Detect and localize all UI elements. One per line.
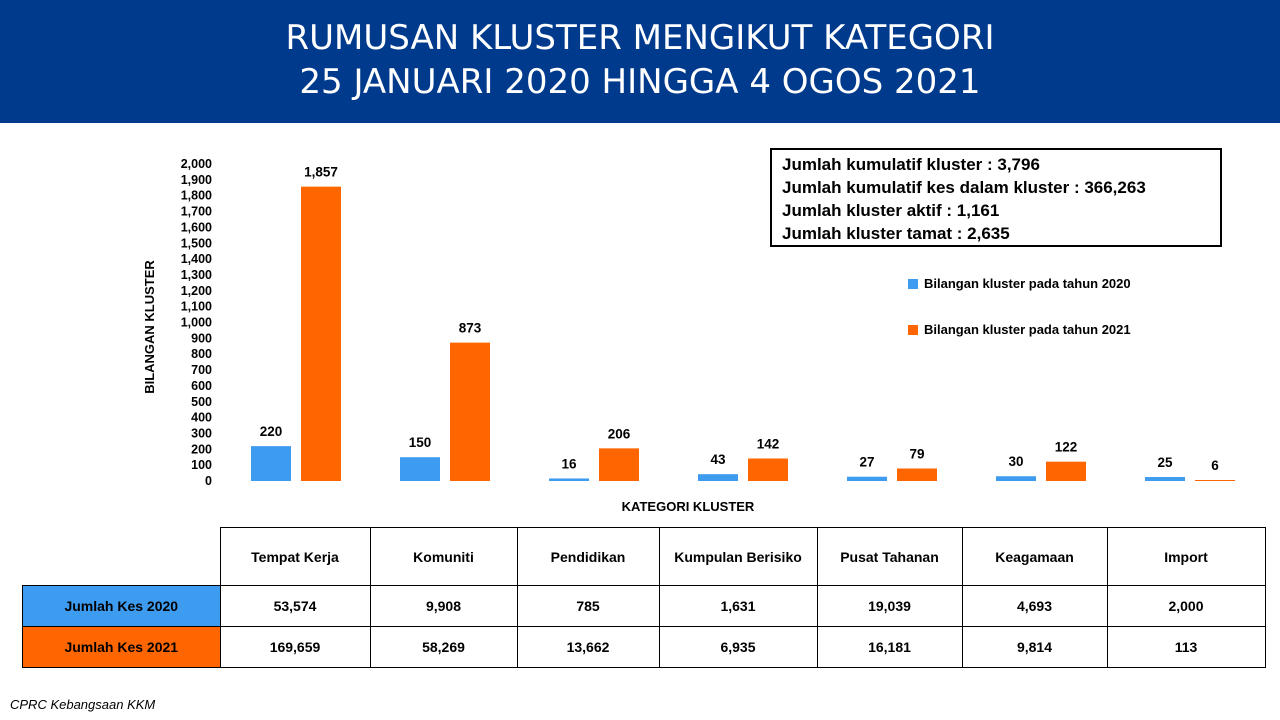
table-cell: 785 — [516, 585, 660, 627]
table-cell: 2,000 — [1106, 585, 1266, 627]
table-cell: 113 — [1106, 626, 1266, 668]
y-tick-label: 1,800 — [181, 189, 212, 203]
summary-cumulative-cases: Jumlah kumulatif kes dalam kluster : 366… — [782, 178, 1146, 197]
bar-2020 — [847, 476, 887, 481]
page-header: RUMUSAN KLUSTER MENGIKUT KATEGORI 25 JAN… — [0, 0, 1280, 123]
y-tick-label: 900 — [191, 331, 212, 345]
footer-credit: CPRC Kebangsaan KKM — [10, 697, 156, 712]
bar-value-label: 150 — [409, 435, 432, 450]
bar-2021 — [897, 468, 937, 481]
y-tick-label: 1,000 — [181, 316, 212, 330]
table-header-cell: Kumpulan Berisiko — [658, 527, 818, 586]
bar-2021 — [1195, 480, 1235, 481]
table-header-cell: Komuniti — [369, 527, 518, 586]
y-tick-label: 1,200 — [181, 284, 212, 298]
page-title-line-2: 25 JANUARI 2020 HINGGA 4 OGOS 2021 — [299, 62, 981, 102]
bar-2021 — [748, 458, 788, 481]
bar-value-label: 43 — [710, 452, 726, 467]
bar-2020 — [251, 446, 291, 481]
bar-2020 — [549, 478, 589, 481]
y-tick-label: 500 — [191, 395, 212, 409]
y-tick-label: 1,600 — [181, 220, 212, 234]
y-tick-label: 600 — [191, 379, 212, 393]
table-cell: 169,659 — [219, 626, 371, 668]
y-tick-label: 1,500 — [181, 236, 212, 250]
table-header-row: Tempat Kerja Komuniti Pendidikan Kumpula… — [23, 527, 1266, 586]
legend-item-2021: Bilangan kluster pada tahun 2021 — [908, 322, 1131, 337]
row-label-2021: Jumlah Kes 2021 — [22, 626, 221, 668]
bar-value-label: 1,857 — [304, 165, 338, 180]
bar-2020 — [1145, 477, 1185, 481]
table-cell: 16,181 — [816, 626, 963, 668]
summary-box: Jumlah kumulatif kluster : 3,796 Jumlah … — [770, 148, 1222, 247]
y-tick-label: 2,000 — [181, 157, 212, 171]
bar-2021 — [450, 342, 490, 481]
bar-value-label: 6 — [1211, 458, 1219, 473]
table-row: Jumlah Kes 2021 169,659 58,269 13,662 6,… — [22, 626, 1266, 668]
bar-value-label: 220 — [260, 424, 283, 439]
summary-ended-clusters: Jumlah kluster tamat : 2,635 — [782, 224, 1010, 243]
bar-value-label: 142 — [757, 436, 780, 451]
row-label-2020: Jumlah Kes 2020 — [22, 585, 221, 627]
y-tick-label: 400 — [191, 411, 212, 425]
table-cell: 13,662 — [516, 626, 660, 668]
bar-value-label: 873 — [459, 321, 482, 336]
y-tick-label: 1,700 — [181, 205, 212, 219]
legend-label-2020: Bilangan kluster pada tahun 2020 — [924, 276, 1131, 291]
bar-value-label: 206 — [608, 426, 631, 441]
bar-2021 — [599, 448, 639, 481]
summary-cumulative-clusters: Jumlah kumulatif kluster : 3,796 — [782, 155, 1040, 174]
table-row: Jumlah Kes 2020 53,574 9,908 785 1,631 1… — [22, 585, 1266, 627]
table-cell: 9,814 — [961, 626, 1108, 668]
bar-value-label: 25 — [1157, 455, 1173, 470]
bar-value-label: 16 — [561, 456, 577, 471]
y-tick-label: 0 — [205, 474, 212, 488]
y-tick-label: 1,100 — [181, 300, 212, 314]
legend-swatch-2021 — [908, 324, 918, 335]
table-cell: 6,935 — [658, 626, 818, 668]
x-axis-label: KATEGORI KLUSTER — [622, 499, 755, 514]
table-cell: 1,631 — [658, 585, 818, 627]
table-cell: 58,269 — [369, 626, 518, 668]
y-axis-label: BILANGAN KLUSTER — [142, 260, 157, 394]
table-header-cell: Import — [1106, 527, 1266, 586]
table-cell: 19,039 — [816, 585, 963, 627]
summary-active-clusters: Jumlah kluster aktif : 1,161 — [782, 201, 1000, 220]
bar-value-label: 122 — [1055, 440, 1078, 455]
bar-value-label: 27 — [859, 455, 874, 470]
y-tick-label: 700 — [191, 363, 212, 377]
y-tick-label: 1,400 — [181, 252, 212, 266]
table-header-cell: Pusat Tahanan — [816, 527, 963, 586]
legend-label-2021: Bilangan kluster pada tahun 2021 — [924, 322, 1131, 337]
bar-2021 — [301, 186, 341, 481]
cases-table: Tempat Kerja Komuniti Pendidikan Kumpula… — [22, 527, 1266, 668]
legend-item-2020: Bilangan kluster pada tahun 2020 — [908, 276, 1131, 291]
y-tick-label: 300 — [191, 426, 212, 440]
table-header-cell: Tempat Kerja — [219, 527, 371, 586]
table-cell: 53,574 — [219, 585, 371, 627]
bar-2020 — [996, 476, 1036, 481]
y-tick-label: 1,300 — [181, 268, 212, 282]
y-tick-label: 1,900 — [181, 173, 212, 187]
bar-2020 — [698, 474, 738, 481]
page-title-line-1: RUMUSAN KLUSTER MENGIKUT KATEGORI — [285, 18, 995, 58]
bar-value-label: 79 — [909, 446, 924, 461]
bar-2021 — [1046, 461, 1086, 481]
table-cell: 4,693 — [961, 585, 1108, 627]
table-cell: 9,908 — [369, 585, 518, 627]
bar-2020 — [400, 457, 440, 481]
table-header-cell: Pendidikan — [516, 527, 660, 586]
bar-value-label: 30 — [1008, 454, 1023, 469]
table-header-cell: Keagamaan — [961, 527, 1108, 586]
y-tick-label: 200 — [191, 442, 212, 456]
legend-swatch-2020 — [908, 278, 918, 289]
y-tick-label: 800 — [191, 347, 212, 361]
y-tick-label: 100 — [191, 458, 212, 472]
